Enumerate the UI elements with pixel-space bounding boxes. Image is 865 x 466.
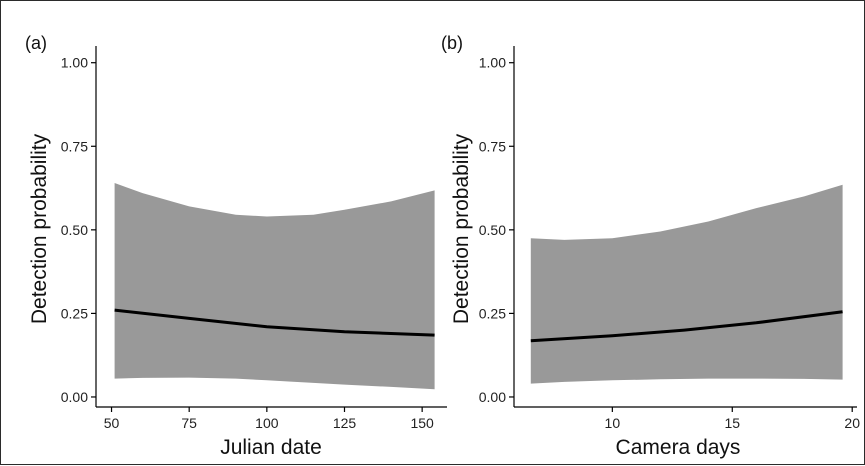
panel-a-y-tick-label: 0.00 bbox=[61, 389, 88, 405]
panel-b-label: (b) bbox=[441, 33, 463, 53]
panel-b-x-tick-label: 10 bbox=[605, 415, 621, 431]
panel-b-x-tick-label: 15 bbox=[724, 415, 740, 431]
panel-b-confidence-band bbox=[530, 184, 843, 384]
panel-a-x-tick-label: 150 bbox=[410, 415, 434, 431]
panel-a-x-tick-label: 125 bbox=[333, 415, 357, 431]
panel-b-y-tick-label: 0.75 bbox=[479, 138, 506, 154]
panel-a-y-tick-label: 0.75 bbox=[61, 138, 88, 154]
panel-b-x-tick-label: 20 bbox=[844, 415, 860, 431]
panel-b-y-tick-label: 1.00 bbox=[479, 55, 506, 71]
panel-a-x-tick-label: 100 bbox=[255, 415, 279, 431]
panel-a-y-tick-label: 1.00 bbox=[61, 55, 88, 71]
panel-b-y-tick-label: 0.25 bbox=[479, 305, 506, 321]
panel-a-y-tick-label: 0.25 bbox=[61, 305, 88, 321]
panel-b-y-tick-label: 0.50 bbox=[479, 222, 506, 238]
panel-a-x-tick-label: 50 bbox=[104, 415, 120, 431]
panel-a-estimate-line bbox=[114, 308, 435, 337]
panel-a-xlabel: Julian date bbox=[220, 436, 322, 459]
panel-b: (b) Camera days Detection probability 0.… bbox=[441, 33, 860, 459]
panel-b-y-tick-label: 0.00 bbox=[479, 389, 506, 405]
panel-a-x-tick-label: 75 bbox=[181, 415, 197, 431]
panel-a-ylabel: Detection probability bbox=[28, 133, 51, 324]
panel-b-ylabel: Detection probability bbox=[450, 133, 473, 324]
panel-a-y-tick-label: 0.50 bbox=[61, 222, 88, 238]
panel-a-confidence-band bbox=[114, 183, 435, 390]
panel-a: (a) Julian date Detection probability 0.… bbox=[25, 33, 447, 459]
panel-a-label: (a) bbox=[25, 33, 47, 53]
panel-b-estimate-line bbox=[530, 310, 843, 343]
panel-b-xlabel: Camera days bbox=[616, 436, 741, 459]
